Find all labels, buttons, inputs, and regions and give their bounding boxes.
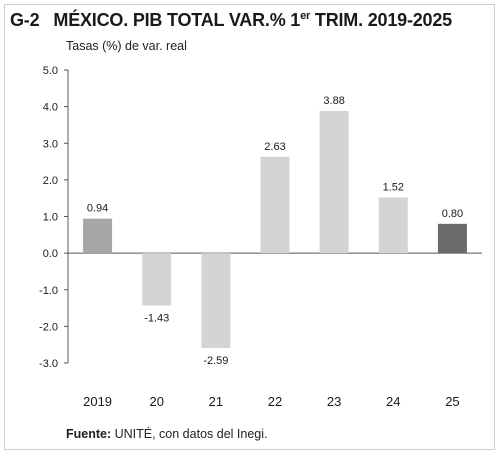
bar	[201, 253, 231, 348]
bar	[437, 223, 467, 254]
x-tick-label: 24	[386, 394, 400, 409]
y-tick-label: 1.0	[43, 212, 58, 224]
x-tick-label: 25	[445, 394, 459, 409]
data-label: -1.43	[144, 312, 169, 324]
data-label: 3.88	[323, 95, 344, 107]
x-tick-label: 23	[327, 394, 341, 409]
data-label: 2.63	[264, 141, 285, 153]
data-label: 0.80	[442, 208, 463, 220]
source-note: Fuente: UNITÉ, con datos del Inegi.	[66, 427, 267, 441]
y-tick-label: 0.0	[43, 248, 58, 260]
bar	[83, 218, 113, 254]
data-label: 1.52	[383, 181, 404, 193]
data-label: 0.94	[87, 203, 108, 215]
y-tick-label: -3.0	[39, 358, 58, 370]
x-tick-label: 21	[209, 394, 223, 409]
title-text-end: TRIM. 2019-2025	[310, 10, 452, 30]
y-tick-label: 4.0	[43, 102, 58, 114]
chart-title: G-2 MÉXICO. PIB TOTAL VAR.% 1er TRIM. 201…	[10, 10, 452, 31]
data-label: -2.59	[203, 355, 228, 367]
title-superscript: er	[300, 10, 311, 22]
bar	[142, 253, 172, 306]
y-tick-label: 3.0	[43, 138, 58, 150]
y-tick-label: -1.0	[39, 285, 58, 297]
bar	[260, 156, 290, 254]
x-tick-label: 2019	[83, 394, 112, 409]
bar	[319, 111, 349, 254]
figure-number: G-2	[10, 10, 40, 30]
bar	[378, 197, 408, 254]
y-tick-label: -2.0	[39, 321, 58, 333]
source-text: UNITÉ, con datos del Inegi.	[111, 427, 268, 441]
y-tick-label: 2.0	[43, 175, 58, 187]
x-tick-label: 22	[268, 394, 282, 409]
source-label: Fuente:	[66, 427, 112, 441]
y-tick-label: 5.0	[43, 65, 58, 77]
x-tick-label: 20	[149, 394, 163, 409]
chart-frame	[4, 4, 495, 450]
title-text: MÉXICO. PIB TOTAL VAR.% 1	[53, 10, 301, 30]
chart-subtitle: Tasas (%) de var. real	[66, 39, 187, 53]
